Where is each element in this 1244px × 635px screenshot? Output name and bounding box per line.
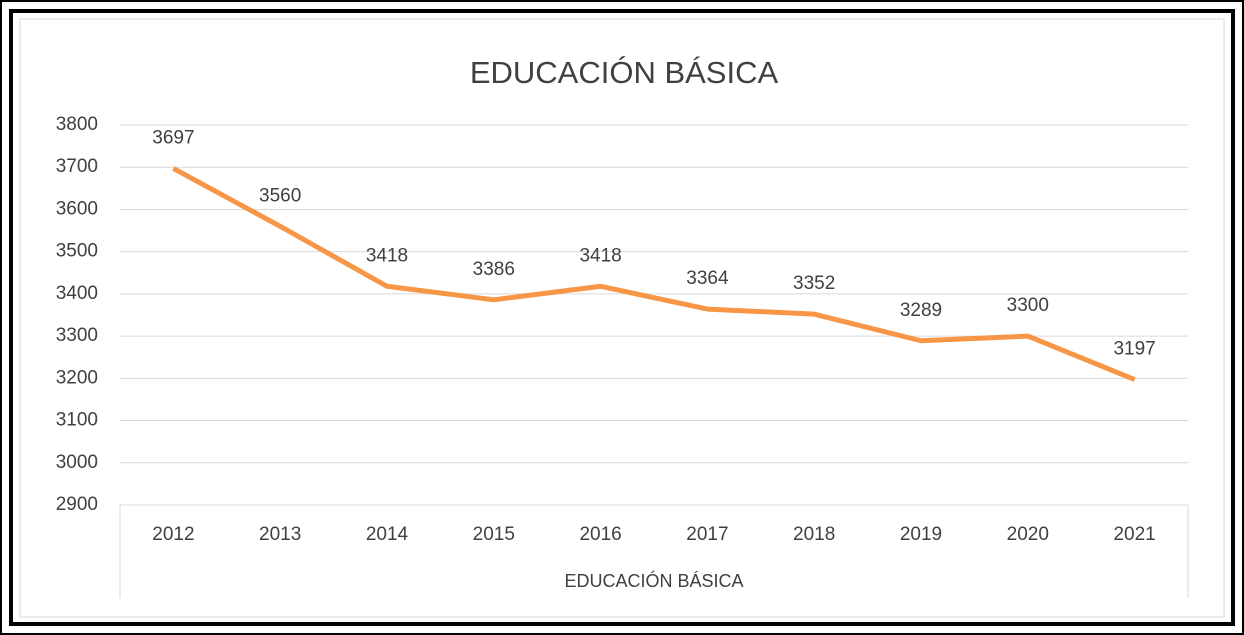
y-tick-label: 3200	[56, 367, 98, 388]
chart-title: EDUCACIÓN BÁSICA	[470, 55, 779, 90]
data-label: 3418	[579, 245, 621, 266]
data-label: 3418	[366, 245, 408, 266]
y-tick-label: 3500	[56, 241, 98, 262]
data-label: 3697	[152, 128, 194, 149]
data-label: 3289	[900, 300, 942, 321]
data-label: 3560	[259, 185, 301, 206]
x-tick-label: 2014	[366, 524, 409, 545]
x-tick-label: 2015	[473, 524, 515, 545]
x-tick-label: 2020	[1007, 524, 1049, 545]
x-tick-label: 2013	[259, 524, 301, 545]
y-tick-label: 3800	[56, 114, 98, 135]
data-label: 3352	[793, 273, 835, 294]
x-tick-label: 2021	[1113, 524, 1155, 545]
x-tick-label: 2012	[152, 524, 194, 545]
x-tick-label: 2017	[686, 524, 728, 545]
y-tick-label: 3600	[56, 198, 98, 219]
x-tick-label: 2019	[900, 524, 942, 545]
y-tick-label: 2900	[56, 494, 98, 515]
y-tick-label: 3100	[56, 410, 98, 431]
data-label: 3386	[473, 259, 515, 280]
y-tick-label: 3400	[56, 283, 98, 304]
data-label: 3364	[686, 268, 729, 289]
y-tick-label: 3700	[56, 156, 98, 177]
y-tick-label: 3300	[56, 325, 98, 346]
y-tick-label: 3000	[56, 452, 98, 473]
data-label: 3197	[1113, 339, 1155, 360]
line-series	[172, 166, 1136, 382]
x-tick-label: 2016	[579, 524, 621, 545]
x-tick-label: 2018	[793, 524, 835, 545]
x-axis-title: EDUCACIÓN BÁSICA	[564, 570, 743, 591]
chart-area	[19, 18, 1225, 618]
data-label: 3300	[1007, 295, 1049, 316]
